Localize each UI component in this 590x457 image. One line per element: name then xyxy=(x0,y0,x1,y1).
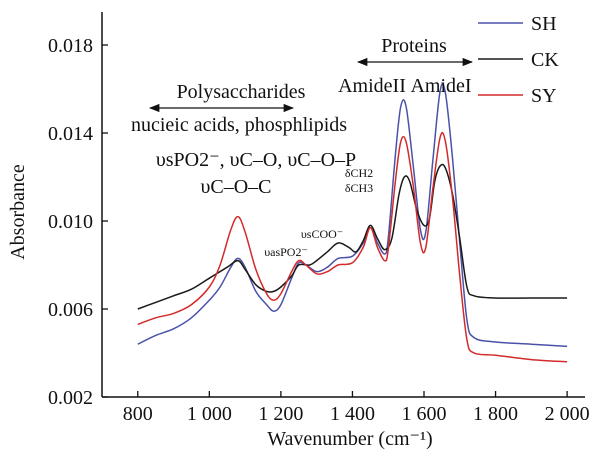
legend-label-ck: CK xyxy=(531,49,559,71)
y-tick-label: 0.010 xyxy=(48,211,93,233)
x-tick-label: 800 xyxy=(123,403,153,425)
x-tick-label: 1 600 xyxy=(402,403,447,425)
x-tick-label: 1 000 xyxy=(187,403,232,425)
series-layer xyxy=(137,83,568,363)
y-tick-label: 0.014 xyxy=(48,123,93,145)
y-axis-title: Absorbance xyxy=(7,164,29,260)
legend: SH CK SY xyxy=(478,13,559,107)
legend-label-sh: SH xyxy=(531,13,557,35)
x-axis-title: Wavenumber (cm⁻¹) xyxy=(267,428,432,450)
annotation-dch3: δCH3 xyxy=(345,181,373,195)
y-tick-label: 0.002 xyxy=(48,387,93,409)
x-tick-label: 2 000 xyxy=(545,403,590,425)
annotation-v-as-po2: υasPO2⁻ xyxy=(264,245,308,259)
legend-label-sy: SY xyxy=(531,85,557,107)
annotation-nucleic: nucieic acids, phosphlipids xyxy=(131,114,347,136)
annotation-vibration-line2: υC–O–C xyxy=(200,176,271,198)
series-line-ck xyxy=(137,163,568,310)
x-tick-label: 1 200 xyxy=(258,403,303,425)
series-line-sy xyxy=(137,131,568,363)
annotation-amide1: AmideI xyxy=(410,75,471,97)
y-tick-label: 0.006 xyxy=(48,299,93,321)
annotation-v-s-coo: υsCOO⁻ xyxy=(301,227,343,241)
annotation-vibration-line1: υsPO2⁻, υC–O, υC–O–P xyxy=(156,149,356,171)
axis-ticks: 800 1 000 1 200 1 400 1 600 1 800 2 000 0.002 0.… xyxy=(48,35,590,425)
y-tick-label: 0.018 xyxy=(48,35,93,57)
annotation-proteins: Proteins xyxy=(381,35,447,57)
x-tick-label: 1 400 xyxy=(330,403,375,425)
annotation-amide2: AmideII xyxy=(338,75,406,97)
annotation-polysaccharides: Polysaccharides xyxy=(177,81,306,103)
annotation-dch2: δCH2 xyxy=(345,166,373,180)
x-tick-label: 1 800 xyxy=(473,403,518,425)
annotation-vibration-line1-text: υsPO2⁻, υC–O, υC–O–P xyxy=(156,149,356,171)
